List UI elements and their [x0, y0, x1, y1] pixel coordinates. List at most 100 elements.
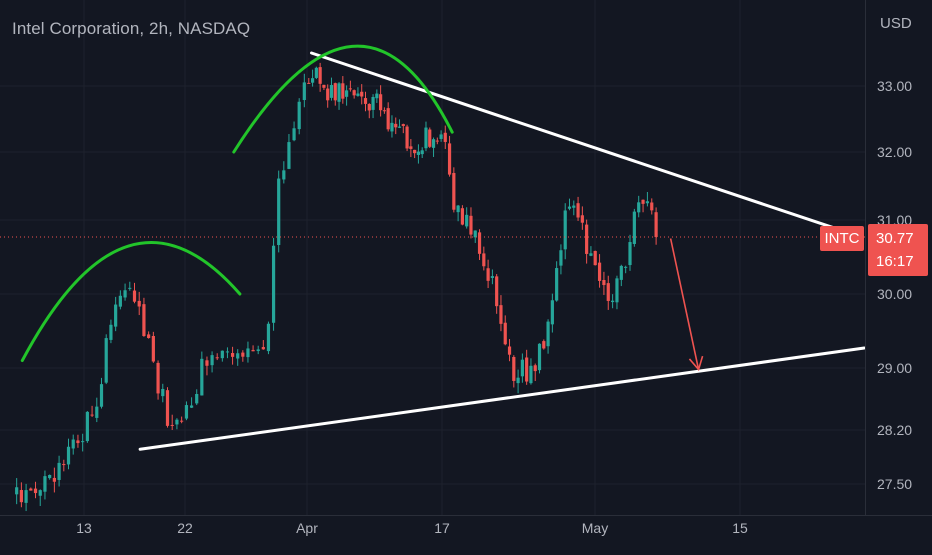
candle-up — [645, 201, 650, 204]
chart-title: Intel Corporation, 2h, NASDAQ — [12, 19, 251, 38]
candle-up — [420, 150, 424, 155]
x-tick-label: 22 — [177, 520, 193, 536]
candle-up — [43, 476, 47, 492]
candle-up — [431, 139, 436, 148]
candle-up — [375, 93, 379, 99]
candle-up — [189, 405, 194, 408]
candle-down — [495, 276, 499, 307]
candle-up — [345, 90, 349, 97]
last-price-tag: 30.77 16:17 — [868, 224, 928, 276]
candle-down — [251, 349, 255, 352]
candle-up — [537, 343, 542, 371]
candle-down — [33, 488, 38, 494]
candle-up — [329, 85, 334, 98]
candle-down — [394, 123, 398, 128]
head-arc-2[interactable] — [232, 44, 454, 154]
candle-down — [261, 347, 265, 350]
candle-up — [287, 142, 291, 169]
candle-down — [205, 360, 209, 366]
candle-up — [292, 128, 296, 141]
candle-down — [405, 126, 409, 149]
candle-up — [555, 268, 559, 301]
candle-down — [382, 110, 386, 112]
candle-down — [401, 124, 405, 126]
candle-up — [95, 406, 99, 418]
candle-up — [225, 351, 230, 353]
candle-up — [516, 377, 520, 384]
candle-down — [413, 149, 417, 154]
resistance-trendline[interactable] — [310, 51, 846, 233]
candle-down — [641, 199, 645, 204]
candle-down — [482, 253, 486, 267]
y-tick-label: 28.20 — [877, 422, 912, 438]
candle-down — [170, 424, 174, 426]
candle-up — [220, 350, 224, 359]
candle-down — [76, 440, 80, 444]
grid-layer — [0, 0, 865, 515]
candle-down — [486, 268, 490, 281]
candle-down — [585, 224, 589, 254]
candle-down — [606, 283, 610, 301]
candle-down — [52, 477, 56, 482]
candle-up — [314, 67, 318, 78]
candle-up — [371, 96, 375, 110]
candle-down — [469, 215, 473, 235]
bar-countdown: 16:17 — [876, 253, 914, 270]
candle-up — [200, 358, 204, 396]
candle-down — [597, 262, 602, 281]
candle-up — [424, 127, 428, 149]
candle-up — [184, 405, 189, 419]
candle-up — [297, 101, 301, 130]
head-arc-1[interactable] — [20, 241, 242, 363]
candle-up — [210, 355, 214, 366]
candle-up — [175, 419, 179, 425]
candle-down — [460, 208, 464, 225]
projection-arrow[interactable] — [669, 238, 700, 370]
candle-down — [447, 143, 452, 175]
candle-down — [512, 356, 516, 381]
candle-up — [48, 474, 52, 479]
x-tick-label: Apr — [296, 520, 318, 536]
candle-down — [19, 489, 23, 503]
candle-up — [310, 78, 315, 83]
candle-up — [271, 245, 276, 323]
candle-down — [593, 250, 597, 266]
candle-down — [29, 488, 33, 491]
candle-up — [397, 126, 402, 128]
candle-down — [165, 390, 170, 426]
support-trendline[interactable] — [138, 346, 866, 451]
x-tick-label: 15 — [732, 520, 748, 536]
candle-down — [348, 88, 352, 90]
candle-down — [654, 212, 658, 238]
candle-down — [428, 129, 432, 147]
candle-up — [550, 300, 554, 325]
candle-up — [128, 287, 132, 289]
candle-up — [161, 388, 165, 397]
candle-down — [142, 304, 146, 337]
candle-down — [650, 202, 654, 211]
candle-down — [363, 98, 368, 104]
candle-up — [246, 348, 250, 358]
candle-down — [318, 67, 322, 84]
y-tick-label: 33.00 — [877, 78, 912, 94]
candle-up — [236, 353, 240, 359]
candle-up — [390, 122, 394, 132]
candle-down — [230, 353, 235, 357]
candle-down — [435, 140, 439, 142]
candle-down — [156, 362, 160, 394]
candle-up — [529, 365, 533, 384]
candle-down — [602, 279, 606, 286]
candle-down — [499, 305, 503, 324]
candle-down — [333, 83, 337, 101]
candle-down — [503, 322, 507, 345]
candle-up — [71, 439, 75, 449]
candle-up — [24, 490, 28, 503]
candle-up — [589, 253, 593, 256]
candle-up — [123, 290, 127, 298]
candle-down — [215, 357, 219, 359]
x-tick-label: May — [582, 520, 608, 536]
symbol-tag: INTC — [820, 226, 864, 251]
